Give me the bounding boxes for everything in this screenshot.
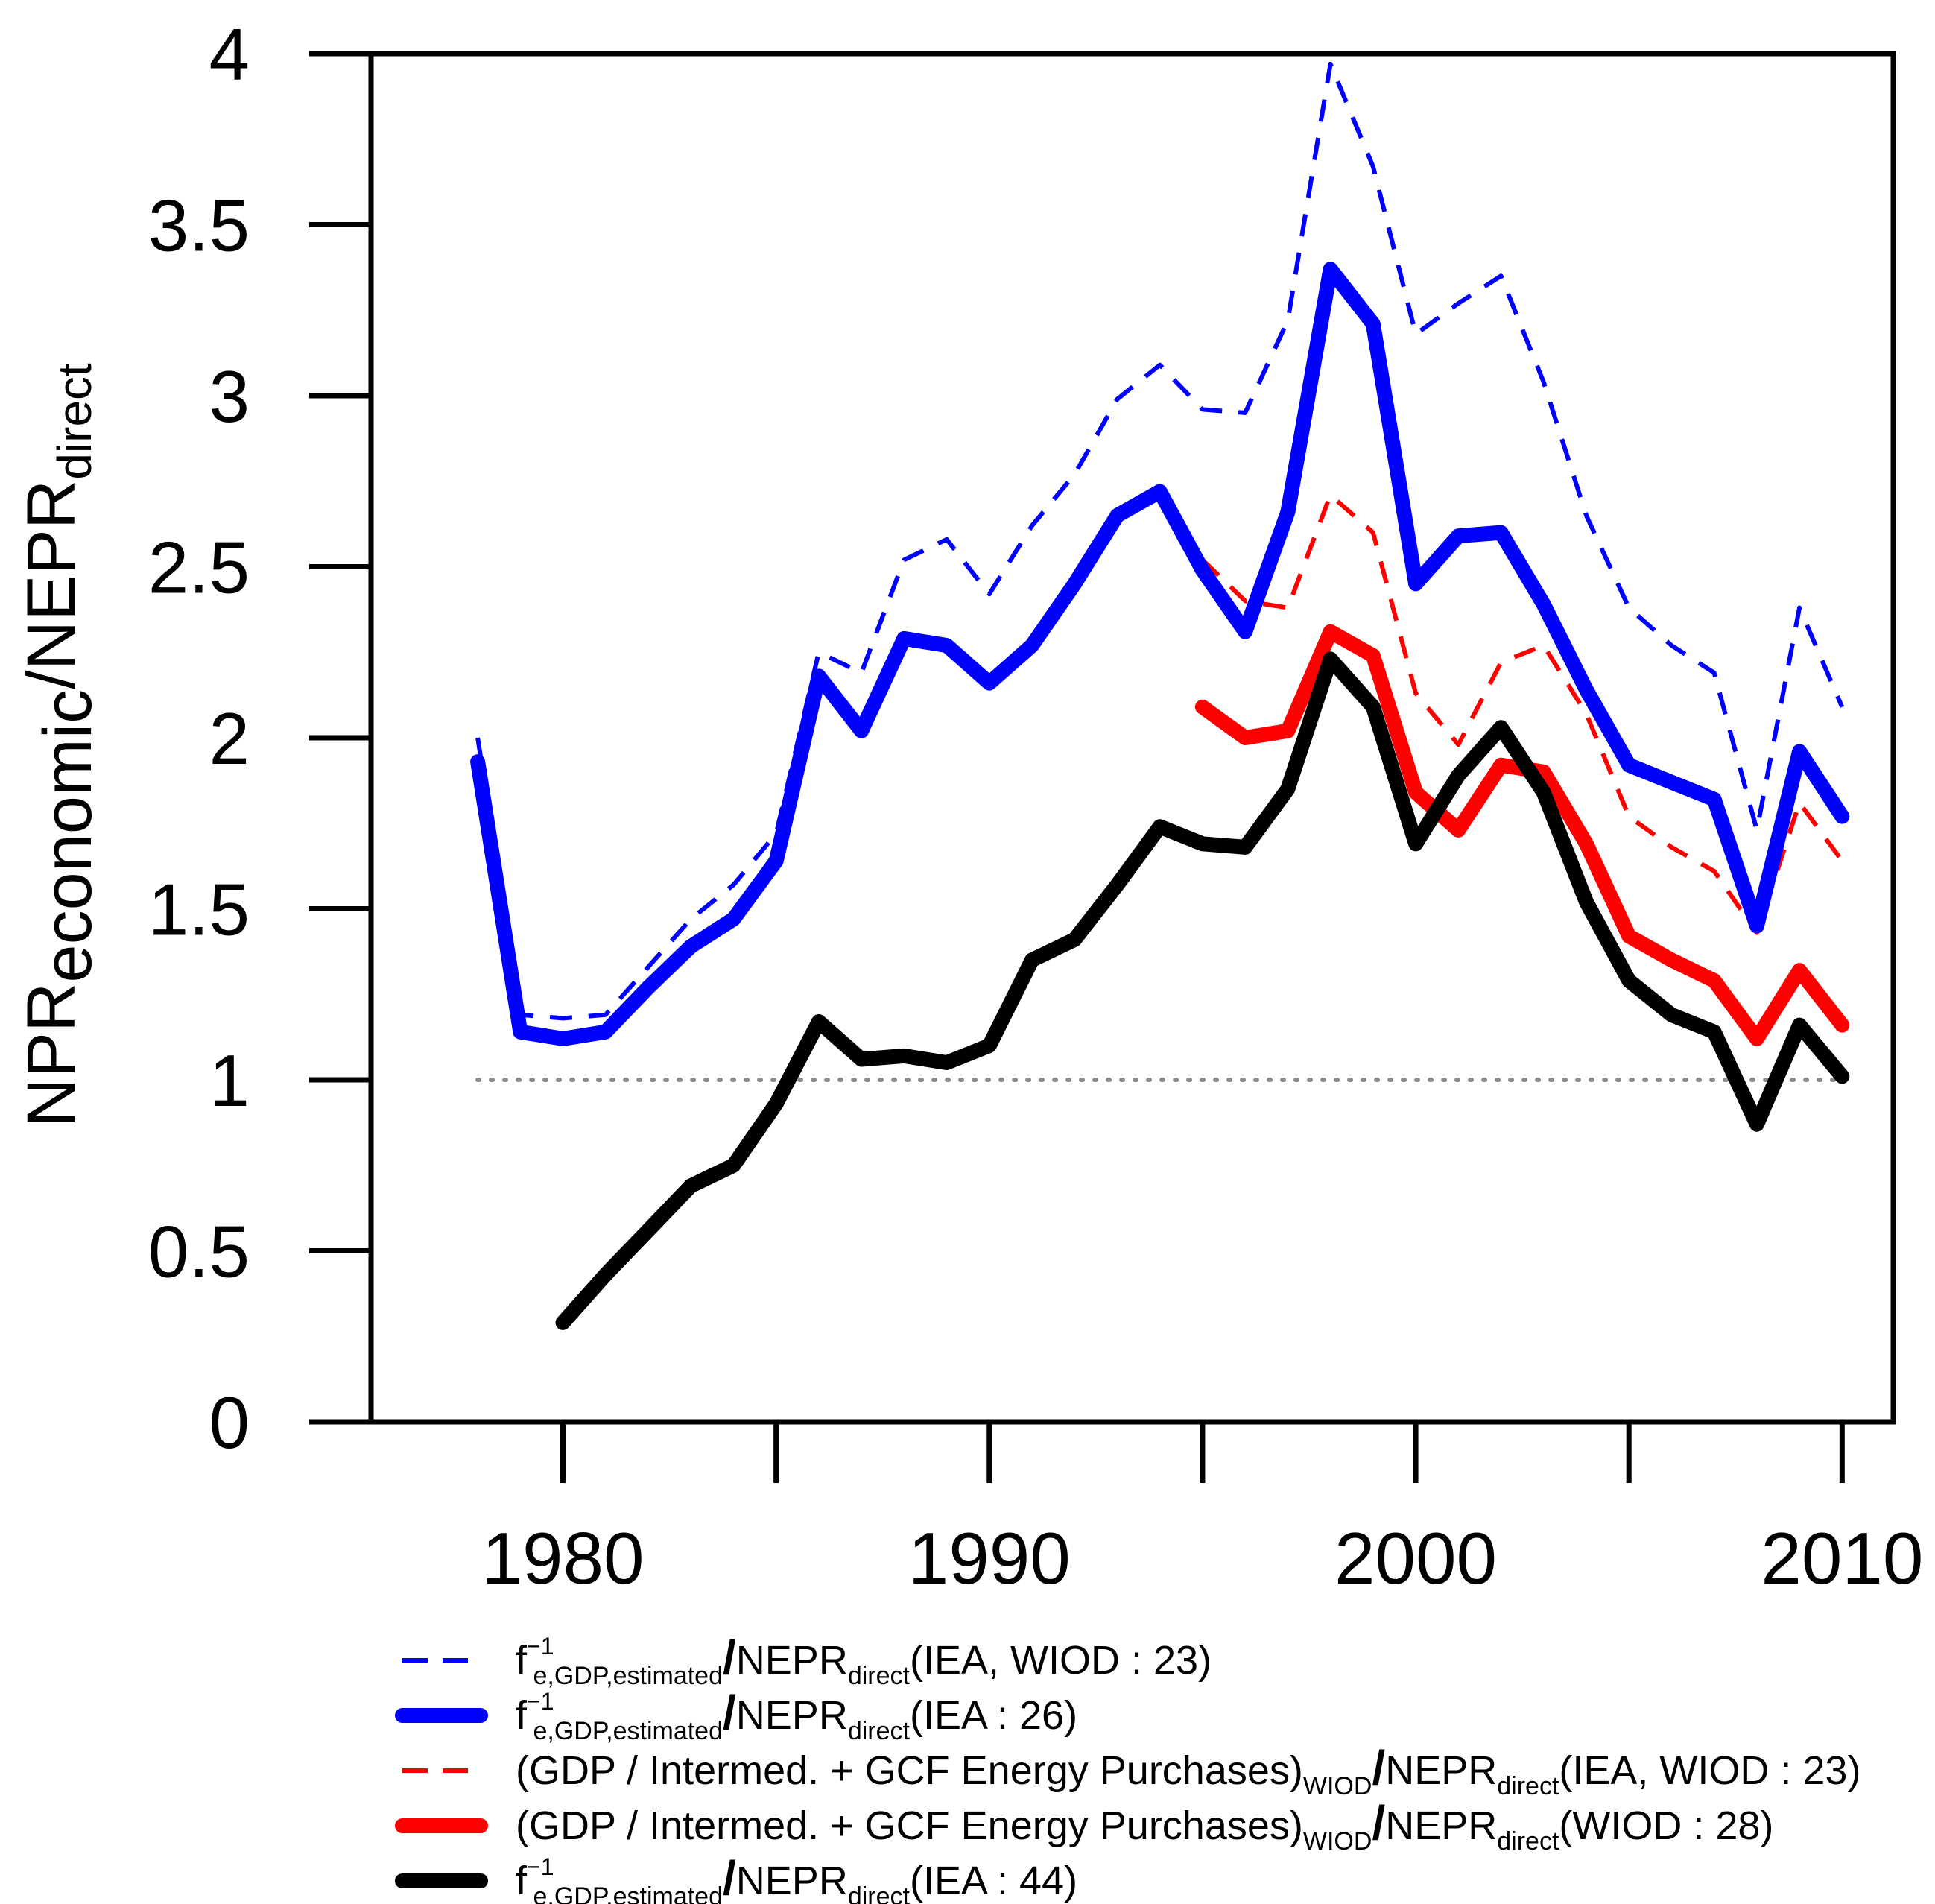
legend-main2-0: NEPR [736, 1638, 848, 1683]
legend-tail-3: (WIOD : 28) [1559, 1803, 1773, 1848]
legend-lead-4: f [516, 1859, 528, 1903]
legend-sup-1: −1 [527, 1688, 554, 1715]
legend-slash-3: / [1372, 1796, 1385, 1850]
series-layer [470, 61, 1850, 1330]
ylabel-main-1: NPR [13, 983, 89, 1127]
legend: f−1 e,GDP,estimated/NEPRdirect(IEA, WIOD … [395, 1631, 1860, 1904]
legend-lead-2: (GDP / Intermed. + GCF Energy Purchases) [516, 1748, 1303, 1793]
y-tick-label-3: 1.5 [148, 869, 250, 951]
legend-lead-1: f [516, 1693, 528, 1738]
legend-label-0: f−1 e,GDP,estimated/NEPRdirect(IEA, WIOD … [516, 1631, 1212, 1690]
legend-sub-0: e,GDP,estimated [533, 1662, 723, 1690]
y-tick-label-8: 4 [209, 13, 250, 95]
legend-sub-4: e,GDP,estimated [533, 1882, 723, 1904]
ylabel-sub-1: economic [30, 689, 106, 983]
legend-tail-4: (IEA : 44) [910, 1859, 1077, 1903]
legend-sup-4: −1 [527, 1853, 554, 1880]
legend-lead-0: f [516, 1638, 528, 1683]
legend-slash-1: / [723, 1686, 736, 1739]
y-tick-label-2: 1 [209, 1040, 250, 1122]
legend-label-2: (GDP / Intermed. + GCF Energy Purchases)… [516, 1741, 1860, 1800]
y-tick-label-6: 3 [209, 355, 250, 437]
legend-slash-2: / [1372, 1741, 1385, 1794]
legend-label-4: f−1 e,GDP,estimated/NEPRdirect(IEA : 44) [516, 1851, 1077, 1904]
legend-label-1: f−1 e,GDP,estimated/NEPRdirect(IEA : 26) [516, 1686, 1077, 1745]
legend-sup-0: −1 [527, 1633, 554, 1660]
legend-sub2-3: direct [1497, 1827, 1559, 1856]
legend-label-3: (GDP / Intermed. + GCF Energy Purchases)… [516, 1796, 1773, 1856]
x-tick-label-1990: 1990 [908, 1517, 1071, 1599]
legend-slash-0: / [723, 1631, 736, 1684]
series-line-1 [470, 262, 1850, 1046]
legend-sub-3: WIOD [1303, 1827, 1372, 1856]
legend-main2-3: NEPR [1385, 1803, 1497, 1848]
legend-lead-3: (GDP / Intermed. + GCF Energy Purchases) [516, 1803, 1303, 1848]
y-tick-label-1: 0.5 [148, 1211, 250, 1293]
legend-sub-2: WIOD [1303, 1772, 1372, 1800]
y-tick-label-7: 3.5 [148, 185, 250, 267]
x-tick-label-2000: 2000 [1334, 1517, 1497, 1599]
series-line-2 [1200, 493, 1844, 935]
series-line-4 [555, 651, 1850, 1330]
y-tick-label-4: 2 [209, 698, 250, 779]
y-tick-label-5: 2.5 [148, 527, 250, 609]
series-line-0 [475, 61, 1845, 1021]
legend-sub2-1: direct [848, 1717, 911, 1745]
legend-main2-1: NEPR [736, 1693, 848, 1738]
legend-main2-2: NEPR [1385, 1748, 1497, 1793]
ylabel-slash: / [13, 670, 89, 689]
y-axis-label: NPReconomic/NEPRdirect [13, 363, 106, 1127]
legend-slash-4: / [723, 1851, 736, 1904]
x-axis: 1980 1990 2000 2010 [482, 1422, 1923, 1599]
x-tick-label-2010: 2010 [1761, 1517, 1923, 1599]
legend-tail-0: (IEA, WIOD : 23) [910, 1638, 1212, 1683]
legend-main2-4: NEPR [736, 1859, 848, 1903]
legend-tail-2: (IEA, WIOD : 23) [1559, 1748, 1860, 1793]
ylabel-sub-2: direct [48, 363, 101, 480]
legend-tail-1: (IEA : 26) [910, 1693, 1077, 1738]
x-tick-label-1980: 1980 [482, 1517, 645, 1599]
legend-sub2-0: direct [848, 1662, 911, 1690]
legend-sub2-4: direct [848, 1882, 911, 1904]
ylabel-main-2: NEPR [13, 480, 89, 671]
legend-sub-1: e,GDP,estimated [533, 1717, 723, 1745]
legend-sub2-2: direct [1497, 1772, 1559, 1800]
y-tick-label-0: 0 [209, 1382, 250, 1464]
y-axis: 0 0.5 1 1.5 2 2.5 3 3.5 4 [148, 13, 371, 1464]
